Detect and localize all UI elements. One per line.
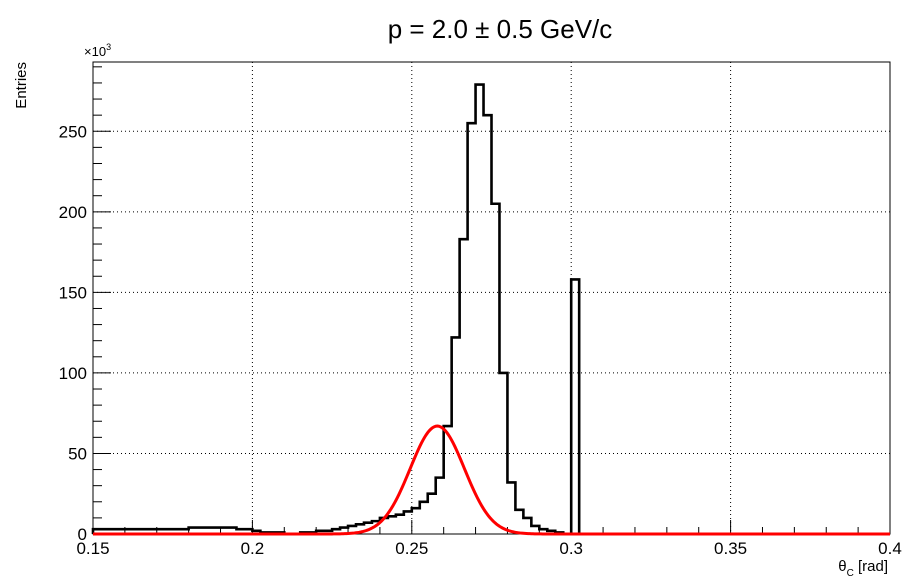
- y-tick-label: 250: [59, 122, 87, 141]
- y-tick-labels: 0 50 100 150 200 250: [59, 122, 87, 544]
- y-tick-label: 0: [78, 525, 87, 544]
- histogram-series: [91, 83, 890, 536]
- y-tick-label: 50: [68, 444, 87, 463]
- histogram-outline: [91, 83, 890, 536]
- x-tick-label: 0.4: [878, 539, 902, 558]
- y-multiplier: ×103: [84, 42, 111, 59]
- y-tick-label: 150: [59, 283, 87, 302]
- x-axis-label: θC [rad]: [838, 558, 888, 579]
- plot-frame: [92, 61, 891, 535]
- y-tick-label: 100: [59, 364, 87, 383]
- x-tick-label: 0.25: [395, 539, 428, 558]
- y-tick-label: 200: [59, 203, 87, 222]
- gaussian-fit-series: [93, 424, 890, 536]
- gaussian-fit-curve: [93, 424, 890, 536]
- histogram-bin: [476, 85, 484, 534]
- chart-title: p = 2.0 ± 0.5 GeV/c: [388, 14, 613, 44]
- x-tick-label: 0.2: [241, 539, 265, 558]
- y-axis-label: Entries: [13, 62, 30, 109]
- x-tick-labels: 0.15 0.2 0.25 0.3 0.35 0.4: [76, 539, 901, 558]
- x-tick-label: 0.15: [76, 539, 109, 558]
- x-tick-label: 0.3: [559, 539, 583, 558]
- x-tick-label: 0.35: [714, 539, 747, 558]
